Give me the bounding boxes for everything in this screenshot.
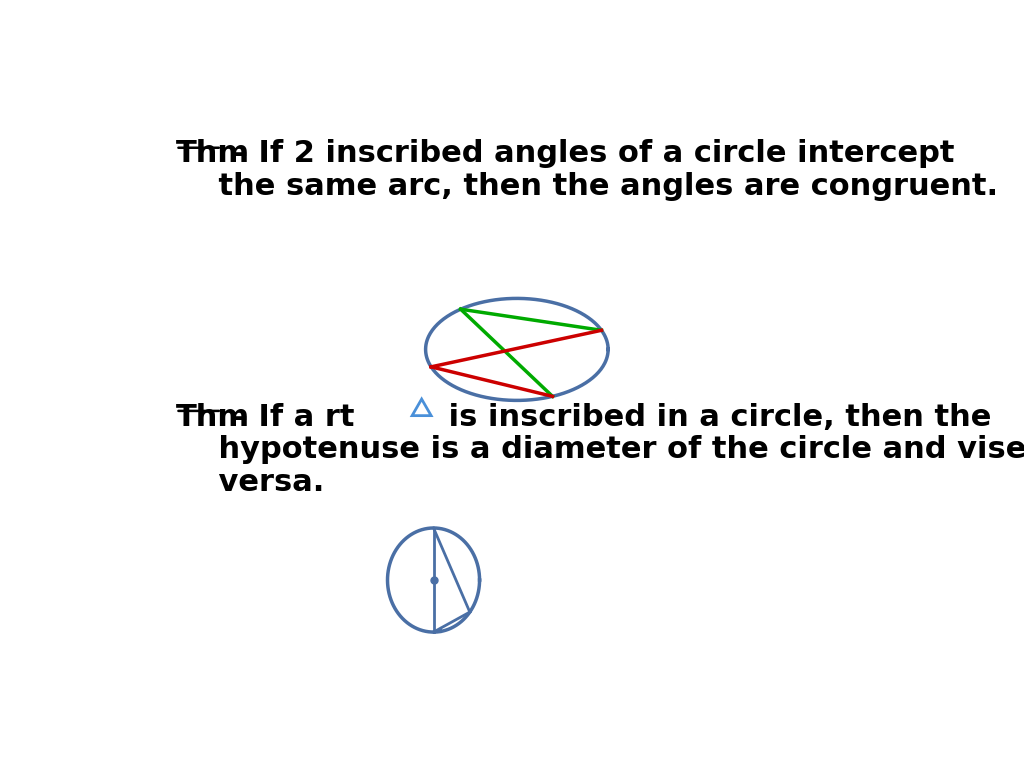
Text: versa.: versa. — [176, 468, 324, 497]
Text: Thm: Thm — [176, 140, 250, 168]
Text: – If a rt: – If a rt — [221, 402, 365, 432]
Text: – If 2 inscribed angles of a circle intercept: – If 2 inscribed angles of a circle inte… — [221, 140, 954, 168]
Text: hypotenuse is a diameter of the circle and vise: hypotenuse is a diameter of the circle a… — [176, 435, 1024, 464]
Text: is inscribed in a circle, then the: is inscribed in a circle, then the — [437, 402, 991, 432]
Text: Thm: Thm — [176, 402, 250, 432]
Text: the same arc, then the angles are congruent.: the same arc, then the angles are congru… — [176, 172, 997, 201]
